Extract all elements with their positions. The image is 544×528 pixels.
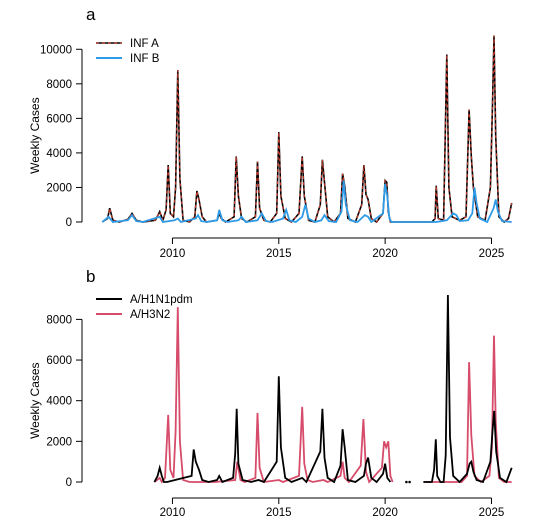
panel-label: b	[86, 267, 95, 286]
legend-label: A/H1N1pdm	[130, 294, 193, 306]
legend-label: INF A	[130, 38, 159, 50]
y-tick-label: 4000	[46, 396, 72, 408]
panel-label: a	[86, 5, 96, 24]
x-tick-label: 2015	[266, 248, 292, 260]
series-line-inf-a-dashed	[101, 35, 513, 223]
y-tick-label: 0	[66, 477, 72, 489]
y-tick-label: 6000	[46, 113, 72, 125]
series-line-h3n2	[153, 307, 394, 484]
chart-panel-b: b 0 2000 4000 6000 8000 Weekly Cases 2010 2015 20…	[28, 267, 513, 519]
x-tick-label: 2020	[372, 507, 398, 519]
x-tick-label: 2020	[372, 248, 398, 260]
series-point-h1n1pdm	[408, 480, 411, 484]
y-tick-label: 10000	[40, 44, 72, 56]
y-tick-label: 8000	[46, 314, 72, 326]
y-tick-label: 2000	[46, 436, 72, 448]
series-line-inf-a	[101, 35, 513, 224]
y-axis-title: Weekly Cases	[28, 97, 42, 173]
y-tick-label: 4000	[46, 148, 72, 160]
series-point-h1n1pdm	[405, 480, 408, 484]
chart-panel-a: a 0 2000 4000 6000 8000 10000 Weekly Cases 2010 2…	[28, 5, 513, 260]
y-tick-label: 6000	[46, 355, 72, 367]
x-tick-label: 2010	[160, 507, 186, 519]
series-line-h1n1pdm	[423, 294, 513, 484]
y-tick-label: 2000	[46, 182, 72, 194]
x-tick-label: 2015	[266, 507, 292, 519]
y-axis-title: Weekly Cases	[28, 362, 42, 438]
x-tick-label: 2025	[479, 248, 505, 260]
y-tick-label: 0	[66, 217, 72, 229]
series-line-h1n1pdm	[153, 376, 392, 484]
y-tick-label: 8000	[46, 79, 72, 91]
x-tick-label: 2025	[479, 507, 505, 519]
series-line-inf-b	[101, 180, 512, 224]
legend-label: A/H3N2	[130, 309, 170, 321]
x-tick-label: 2010	[160, 248, 186, 260]
legend-label: INF B	[130, 53, 160, 65]
